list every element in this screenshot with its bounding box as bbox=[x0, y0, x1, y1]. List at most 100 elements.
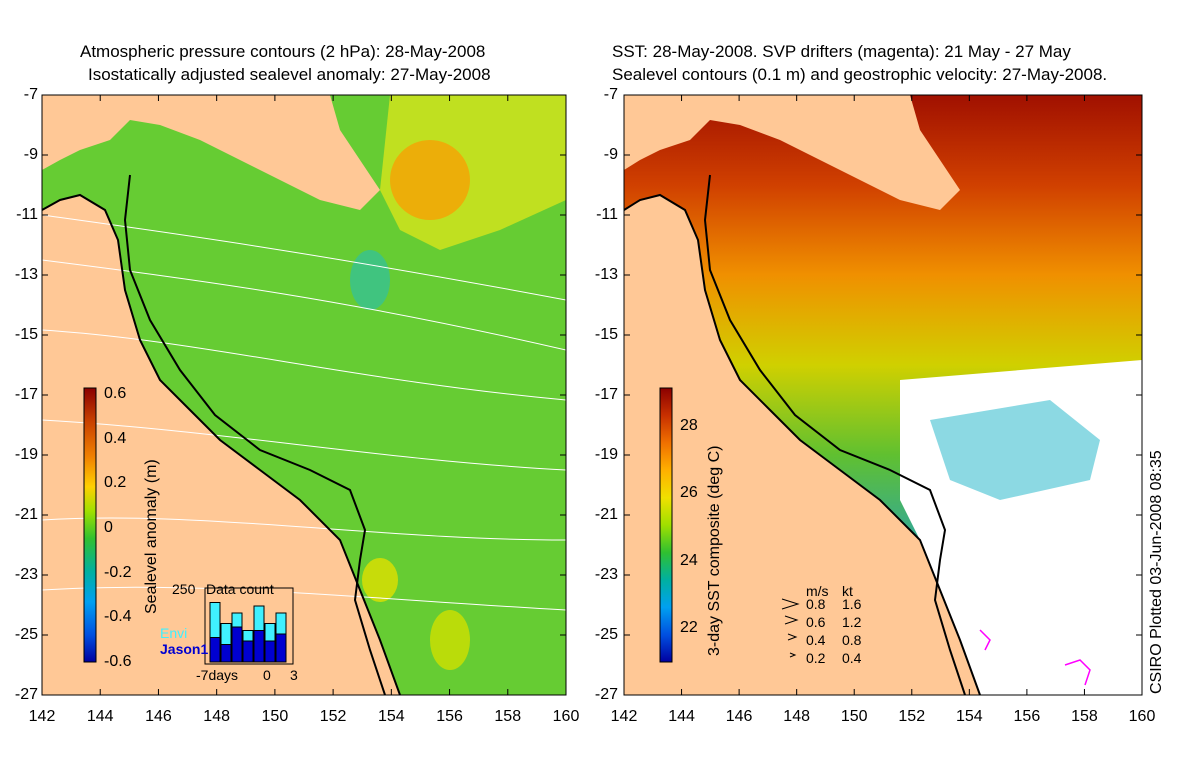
inset-legend-jason: Jason1 bbox=[160, 641, 209, 657]
x-tick-label: 148 bbox=[783, 708, 810, 725]
velocity-legend-ms: 0.8 bbox=[806, 596, 826, 612]
velocity-legend-ms: 0.4 bbox=[806, 632, 826, 648]
y-tick-label: -13 bbox=[14, 266, 38, 283]
jason-bar bbox=[264, 640, 276, 663]
x-tick-label: 146 bbox=[725, 708, 753, 725]
arrow-0-4 bbox=[787, 633, 798, 641]
y-tick-label: -15 bbox=[14, 326, 38, 343]
velocity-legend-ms: 0.2 bbox=[806, 650, 826, 666]
x-tick-label: 152 bbox=[319, 708, 347, 725]
jason-bar bbox=[209, 637, 221, 663]
x-tick-label: 146 bbox=[145, 708, 172, 725]
y-tick-label: -23 bbox=[594, 566, 618, 583]
x-tick-label: 156 bbox=[1013, 708, 1041, 725]
y-tick-label: -27 bbox=[594, 686, 618, 703]
right-colorbar-tick: 28 bbox=[680, 417, 698, 434]
right-colorbar-tick: 24 bbox=[680, 552, 698, 569]
arrow-0-2 bbox=[789, 652, 797, 658]
pressure-contours bbox=[42, 214, 566, 611]
plot-credit: CSIRO Plotted 03-Jun-2008 08:35 bbox=[1148, 450, 1165, 694]
y-tick-label: -17 bbox=[14, 386, 38, 403]
jason-bar bbox=[231, 626, 243, 663]
x-tick-label: 152 bbox=[898, 708, 926, 725]
y-tick-label: -23 bbox=[14, 566, 38, 583]
velocity-legend-ms: 0.6 bbox=[806, 614, 826, 630]
left-colorbar-tick: 0.2 bbox=[104, 474, 127, 492]
left-colorbar bbox=[83, 387, 97, 663]
inset-xtick-end: 3 bbox=[290, 667, 298, 683]
inset-bars bbox=[209, 602, 287, 663]
data-count-inset bbox=[204, 587, 294, 665]
right-colorbar-tick: 26 bbox=[680, 484, 698, 501]
left-map bbox=[42, 95, 566, 695]
inset-xtick-zero: 0 bbox=[263, 667, 271, 683]
drifter-track bbox=[979, 629, 1091, 686]
right-map bbox=[624, 95, 1142, 695]
y-tick-label: -21 bbox=[14, 506, 38, 523]
x-tick-label: 158 bbox=[494, 708, 522, 725]
velocity-legend-kt: 0.8 bbox=[842, 632, 862, 648]
x-tick-label: 158 bbox=[1071, 708, 1098, 725]
y-tick-label: -21 bbox=[594, 506, 618, 523]
vel-header-kt: kt bbox=[842, 583, 853, 599]
left-low-anomaly bbox=[350, 250, 390, 310]
y-tick-label: -9 bbox=[23, 146, 38, 163]
y-tick-label: -11 bbox=[16, 206, 38, 223]
y-tick-label: -9 bbox=[603, 146, 618, 163]
right-coastline bbox=[624, 193, 981, 695]
left-title-line2: Isostatically adjusted sealevel anomaly:… bbox=[88, 65, 491, 84]
right-colorbar-tick: 22 bbox=[680, 619, 698, 636]
x-tick-label: 142 bbox=[28, 708, 56, 725]
y-tick-label: -7 bbox=[23, 86, 38, 103]
left-colorbar-label: Sealevel anomaly (m) bbox=[143, 459, 160, 614]
right-title-line1: SST: 28-May-2008. SVP drifters (magenta)… bbox=[612, 42, 1071, 61]
left-colorbar-tick: 0.4 bbox=[104, 429, 127, 447]
vel-header-ms: m/s bbox=[806, 583, 829, 599]
left-colorbar-tick: -0.6 bbox=[104, 653, 132, 670]
y-tick-label: -25 bbox=[594, 626, 618, 643]
right-title-line2: Sealevel contours (0.1 m) and geostrophi… bbox=[612, 65, 1108, 84]
left-colorbar-tick: -0.2 bbox=[104, 563, 132, 581]
x-tick-label: 160 bbox=[552, 708, 580, 725]
velocity-legend-kt: 0.4 bbox=[842, 650, 862, 666]
x-tick-label: 154 bbox=[955, 708, 983, 725]
y-tick-label: -11 bbox=[596, 206, 618, 223]
y-tick-label: -27 bbox=[14, 686, 38, 703]
x-tick-label: 142 bbox=[610, 708, 638, 725]
x-tick-label: 154 bbox=[377, 708, 405, 725]
x-tick-label: 148 bbox=[203, 708, 230, 725]
left-eddy2 bbox=[430, 610, 470, 670]
y-tick-label: -7 bbox=[603, 86, 618, 103]
right-reef-edge bbox=[703, 174, 966, 695]
jason-bar bbox=[242, 640, 254, 663]
velocity-legend-kt: 1.2 bbox=[842, 614, 862, 630]
x-tick-label: 150 bbox=[261, 708, 289, 725]
left-colorbar-tick: 0 bbox=[104, 519, 113, 536]
right-colorbar bbox=[659, 387, 673, 663]
jason-bar bbox=[253, 630, 265, 663]
y-tick-label: -15 bbox=[594, 326, 618, 343]
y-tick-label: -17 bbox=[594, 386, 618, 403]
x-tick-label: 144 bbox=[86, 708, 114, 725]
left-reef-edge bbox=[123, 174, 386, 695]
left-colorbar-tick: 0.6 bbox=[104, 385, 127, 402]
axis-ticks bbox=[41, 94, 1143, 696]
right-colorbar-label: 3-day SST composite (deg C) bbox=[706, 445, 723, 656]
x-tick-label: 160 bbox=[1128, 708, 1156, 725]
x-tick-label: 150 bbox=[840, 708, 868, 725]
y-tick-label: -19 bbox=[594, 446, 618, 463]
right-cool-patch bbox=[930, 400, 1100, 500]
velocity-legend-kt: 1.6 bbox=[842, 596, 862, 612]
x-tick-label: 156 bbox=[436, 708, 463, 725]
left-coastline bbox=[42, 193, 401, 695]
y-tick-label: -13 bbox=[594, 266, 618, 283]
arrow-0-6 bbox=[784, 615, 799, 625]
left-title-line1: Atmospheric pressure contours (2 hPa): 2… bbox=[80, 42, 486, 61]
x-tick-label: 144 bbox=[668, 708, 695, 725]
left-colorbar-tick: -0.4 bbox=[104, 608, 132, 626]
left-high-anomaly bbox=[390, 140, 470, 220]
inset-legend-envi: Envi bbox=[160, 625, 188, 641]
inset-xtick-start: -7days bbox=[196, 667, 239, 683]
inset-ymax: 250 bbox=[172, 581, 196, 597]
